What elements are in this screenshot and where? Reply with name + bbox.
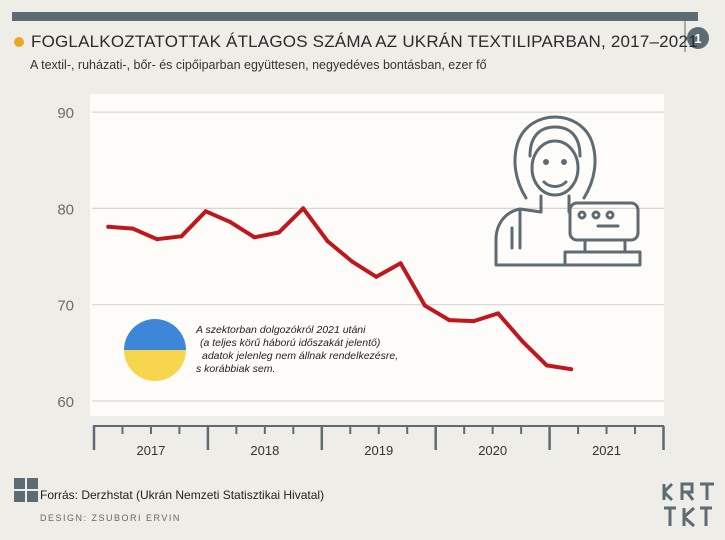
x-tick-label-2017: 2017 <box>136 443 165 458</box>
y-tick-label: 70 <box>57 298 74 315</box>
data-point-2019-Q2 <box>325 239 330 244</box>
x-tick-label-2020: 2020 <box>478 443 507 458</box>
data-point-2021-Q3 <box>544 363 549 368</box>
y-tick-labels: 60 70 80 90 <box>57 105 74 411</box>
data-point-2018-Q1 <box>203 209 208 214</box>
data-point-2019-Q1 <box>301 206 306 211</box>
data-point-2018-Q4 <box>276 230 281 235</box>
data-point-2017-Q3 <box>155 237 160 242</box>
series-line <box>106 206 574 372</box>
source-note: Forrás: Derzhstat (Ukrán Nemzeti Statisz… <box>40 488 325 502</box>
data-point-2020-Q2 <box>422 303 427 308</box>
badge-number: 1 <box>694 31 701 46</box>
annotation: A szektorban dolgozókról 2021 utáni(a te… <box>195 324 398 375</box>
y-tick-label: 80 <box>57 201 74 218</box>
annotation-line: (a teljes körű háború időszakát jelentő) <box>200 337 380 349</box>
page-title: FOGLALKOZTATOTTAK ÁTLAGOS SZÁMA AZ UKRÁN… <box>31 32 698 51</box>
badge-number-icon: 1 <box>684 12 709 52</box>
data-point-2020-Q1 <box>398 261 403 266</box>
data-point-2017-Q4 <box>179 234 184 239</box>
data-point-2021-Q2 <box>520 339 525 344</box>
y-tick-label: 90 <box>57 105 74 122</box>
krtk-logo-icon <box>662 482 714 528</box>
line-chart: 60 70 80 90 A szektorban dolgozókról 2021 u… <box>57 94 665 458</box>
data-point-2021-Q1 <box>496 311 501 316</box>
x-tick-label-2021: 2021 <box>592 443 621 458</box>
data-point-2020-Q4 <box>471 319 476 324</box>
worker-sewing-machine-icon <box>494 115 642 267</box>
title-dot-icon <box>14 37 24 47</box>
data-point-2020-Q3 <box>447 318 452 323</box>
design-credit: DESIGN: ZSUBORI ERVIN <box>40 513 181 523</box>
data-point-2018-Q3 <box>252 235 257 240</box>
top-bar <box>12 12 698 21</box>
x-tick-label-2019: 2019 <box>364 443 393 458</box>
title-row: FOGLALKOZTATOTTAK ÁTLAGOS SZÁMA AZ UKRÁN… <box>14 32 698 52</box>
x-ticks <box>92 426 665 450</box>
annotation-line: adatok jelenleg nem állnak rendelkezésre… <box>202 350 398 362</box>
data-point-2018-Q2 <box>228 219 233 224</box>
footer-squares-icon <box>14 478 38 502</box>
x-tick-label-2018: 2018 <box>250 443 279 458</box>
x-tick-labels: 2017 2018 2019 2020 2021 <box>136 443 621 458</box>
annotation-line: A szektorban dolgozókról 2021 utáni <box>195 324 366 336</box>
data-point-2019-Q3 <box>349 259 354 264</box>
x-axis: 2017 2018 2019 2020 2021 <box>92 425 665 458</box>
data-point-2017-Q1 <box>106 224 111 229</box>
annotation-line: s korábbiak sem. <box>196 363 275 375</box>
data-point-2019-Q4 <box>374 274 379 279</box>
data-point-2021-Q4 <box>569 367 574 372</box>
page-subtitle: A textil-, ruházati-, bőr- és cipőiparba… <box>30 58 487 72</box>
ukraine-flag-circle-icon <box>124 319 186 381</box>
data-point-2017-Q2 <box>130 226 135 231</box>
y-tick-label: 60 <box>57 394 74 411</box>
data-points <box>106 206 574 372</box>
